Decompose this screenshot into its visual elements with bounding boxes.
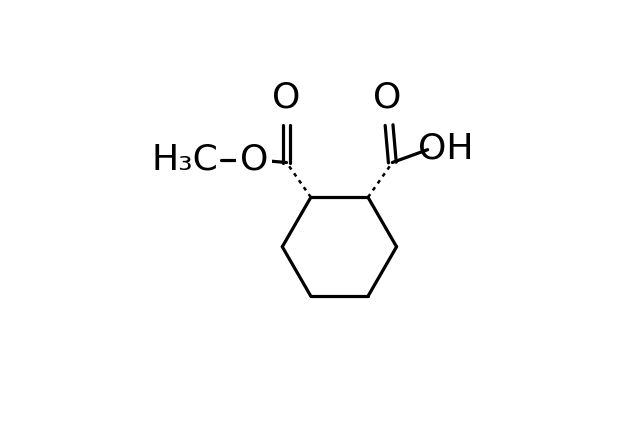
Text: O: O xyxy=(240,143,268,177)
Text: H₃C: H₃C xyxy=(151,143,218,177)
Text: O: O xyxy=(373,80,402,114)
Text: O: O xyxy=(273,80,301,114)
Text: OH: OH xyxy=(418,131,474,165)
